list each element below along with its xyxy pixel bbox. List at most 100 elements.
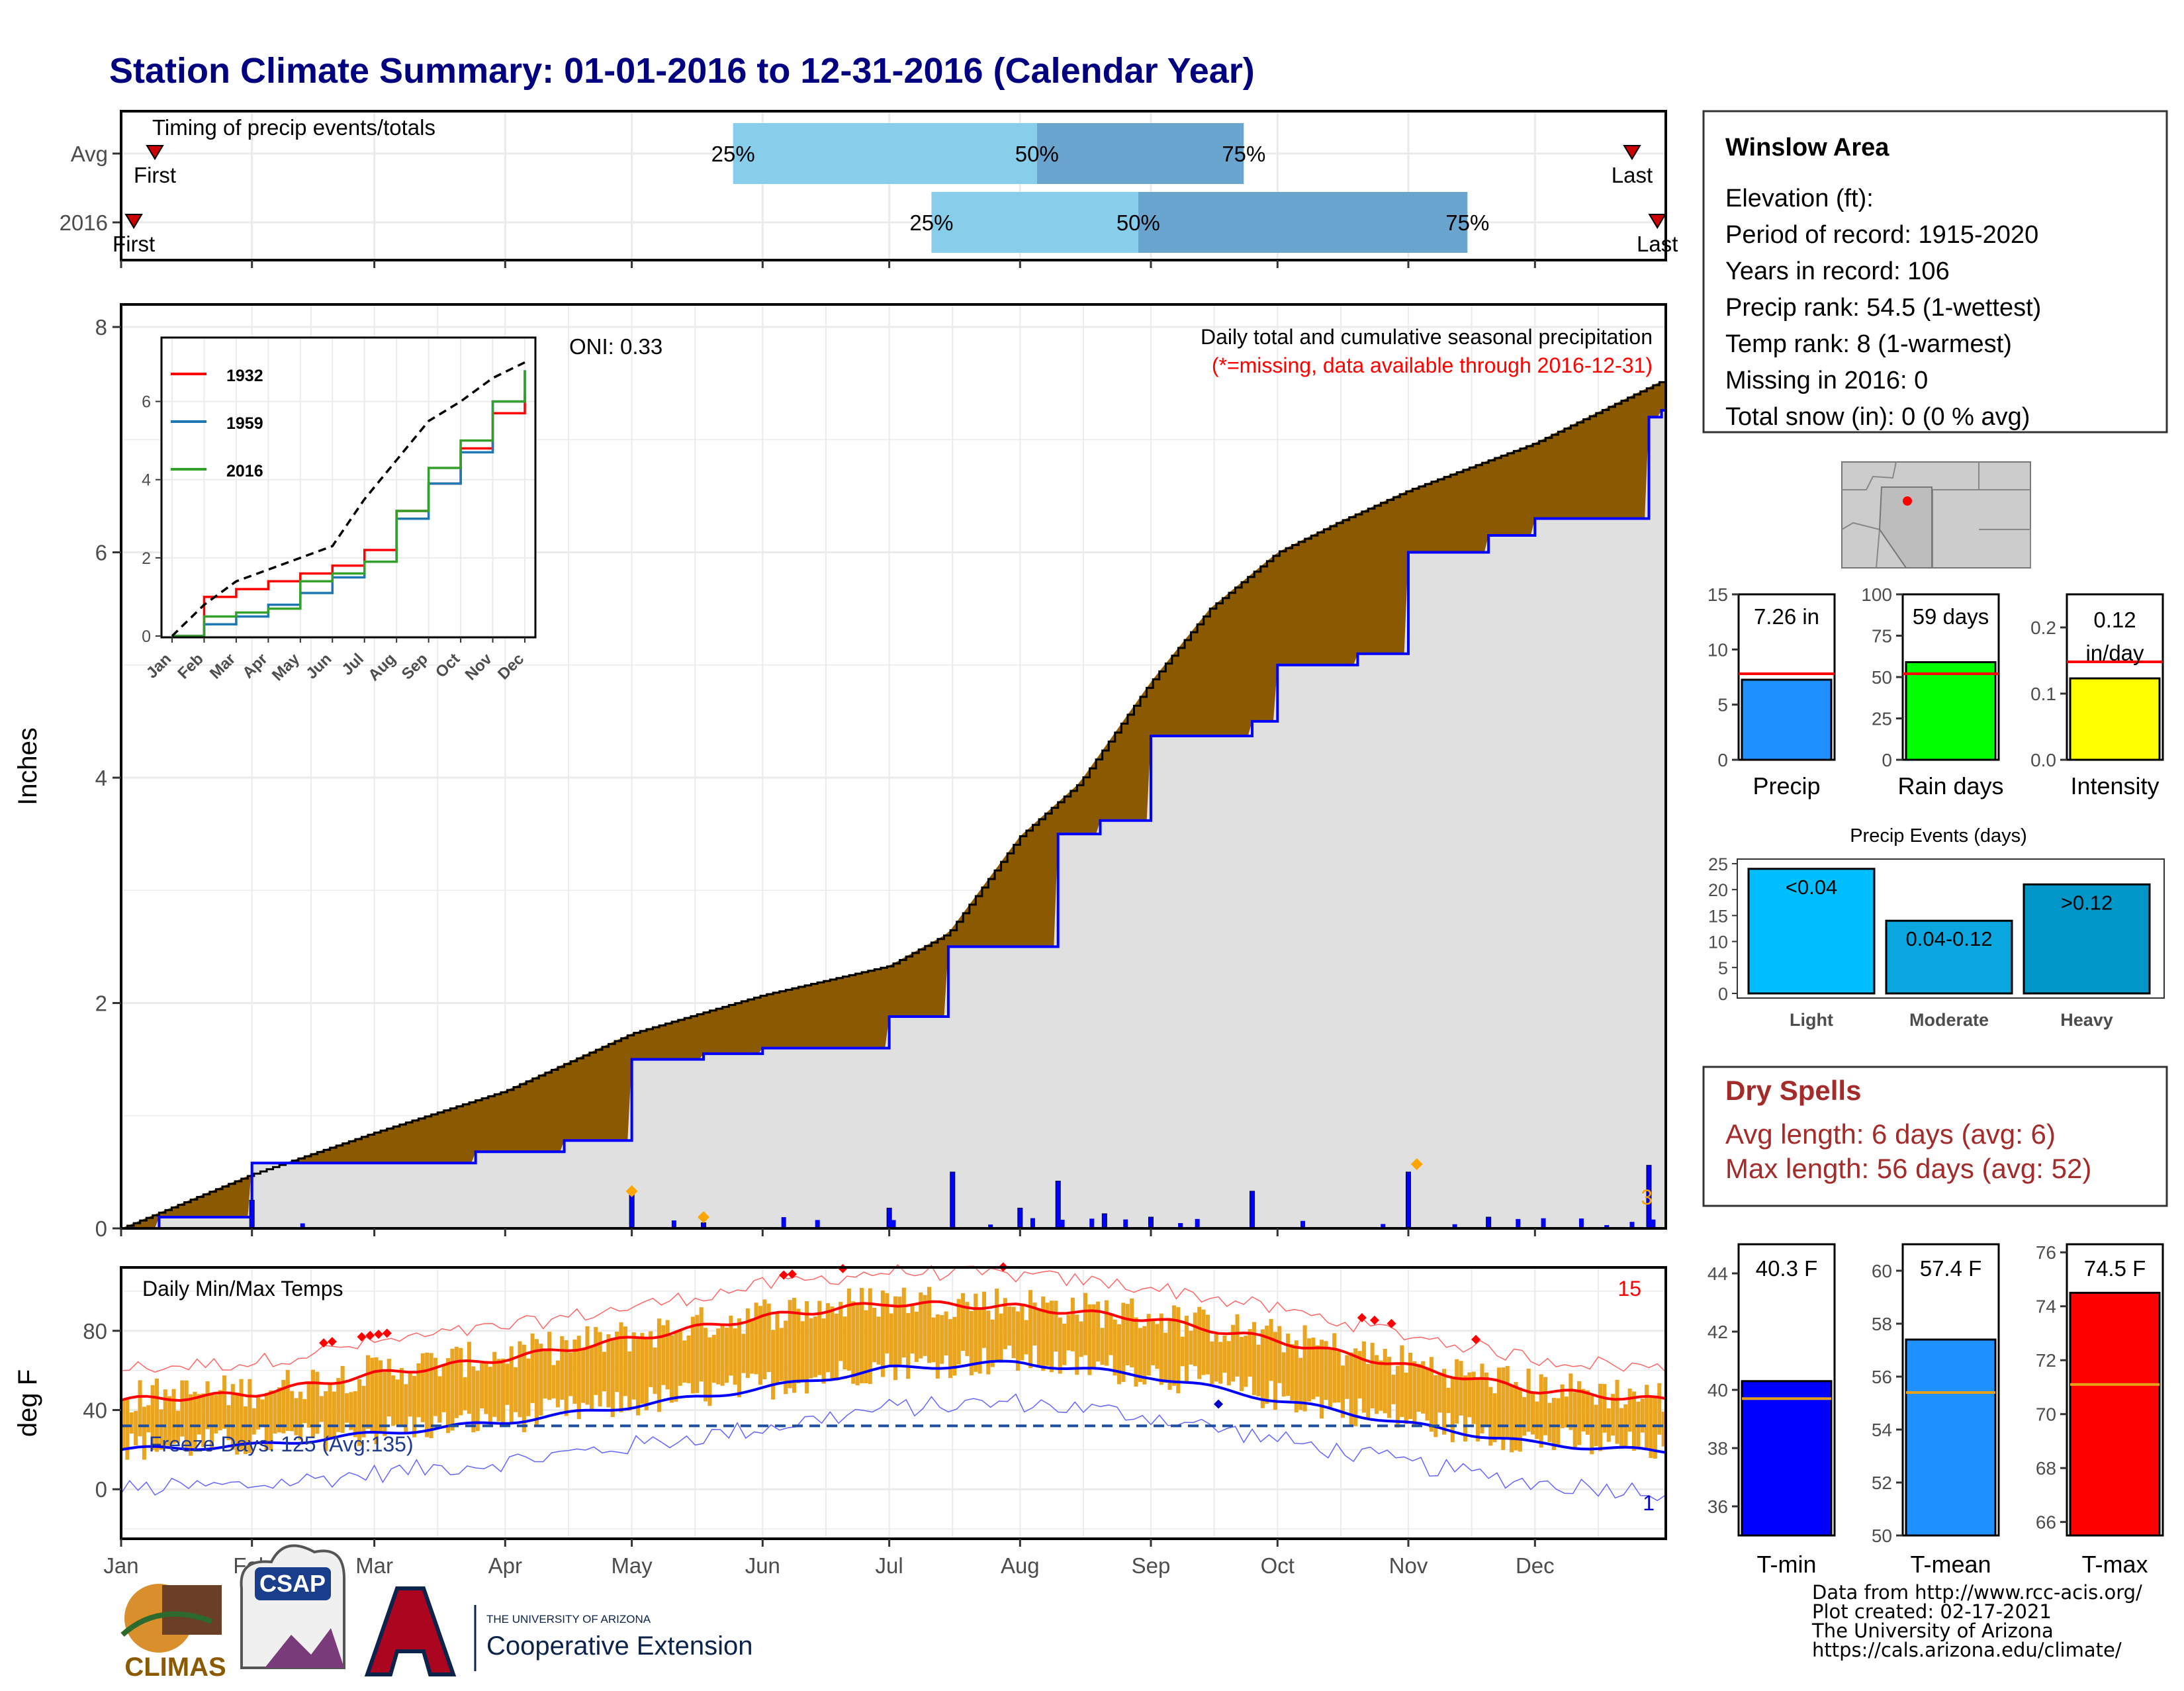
daily-temp-bar <box>379 1360 383 1432</box>
precip-y-tick-label: 6 <box>95 541 107 565</box>
daily-temp-bar <box>716 1328 721 1385</box>
daily-temp-bar <box>981 1291 986 1348</box>
daily-temp-bar <box>459 1348 463 1416</box>
dry-spells-max: Max length: 56 days (avg: 52) <box>1725 1153 2091 1184</box>
daily-temp-bar <box>906 1312 911 1379</box>
daily-temp-bar <box>1391 1375 1396 1404</box>
daily-temp-bar <box>370 1357 375 1434</box>
precip-avg-line <box>121 381 1667 1230</box>
record-low-count: 1 <box>1643 1491 1655 1515</box>
daily-temp-bar <box>1556 1398 1561 1447</box>
timing-last-label: Last <box>1612 163 1653 187</box>
station-info-line: Elevation (ft): <box>1725 185 1874 212</box>
temp-stat-bar <box>2069 1291 2161 1537</box>
daily-temp-bar <box>1239 1337 1244 1391</box>
daily-temp-bar <box>551 1365 556 1398</box>
daily-temp-bar <box>1231 1324 1236 1382</box>
temp-bar-tick-label: 68 <box>2036 1458 2056 1479</box>
daily-temp-bar <box>1210 1341 1214 1385</box>
daily-temp-bar <box>649 1331 653 1387</box>
temp-y-tick-label: 0 <box>95 1477 107 1502</box>
daily-temp-bar <box>1049 1301 1054 1373</box>
daily-temp-bar <box>1476 1378 1480 1441</box>
daily-temp-bar <box>1450 1377 1455 1443</box>
daily-temp-bar <box>1463 1375 1467 1442</box>
daily-temp-bar <box>792 1297 797 1393</box>
inset-legend-label: 1932 <box>226 367 263 385</box>
daily-temp-bar <box>893 1296 898 1381</box>
daily-temp-bar <box>1661 1411 1666 1447</box>
daily-temp-bar <box>897 1297 902 1365</box>
daily-precip-trace-bar <box>1604 1225 1610 1228</box>
daily-temp-bar <box>357 1379 362 1446</box>
daily-temp-bar <box>1353 1348 1358 1427</box>
precip-record-marker <box>1410 1158 1423 1170</box>
daily-temp-bar <box>598 1332 602 1407</box>
dry-spells-avg: Avg length: 6 days (avg: 6) <box>1725 1119 2056 1150</box>
temp-record-high-marker <box>1387 1318 1396 1328</box>
daily-precip-trace-bar <box>1651 1219 1656 1228</box>
daily-temp-bar <box>901 1287 906 1358</box>
daily-temp-bar <box>1041 1297 1046 1371</box>
daily-temp-bar <box>661 1325 666 1385</box>
daily-temp-bar <box>750 1318 754 1374</box>
daily-temp-bar <box>1294 1340 1298 1412</box>
daily-temp-bar <box>555 1360 560 1408</box>
stat-bar-tick-label: 0.2 <box>2030 617 2056 638</box>
data-credits: Data from http://www.rcc-acis.org/ Plot … <box>1812 1583 2169 1660</box>
daily-precip-trace-bar <box>300 1223 305 1228</box>
daily-temp-bar <box>1201 1309 1206 1375</box>
daily-temp-bar <box>425 1352 430 1438</box>
daily-temp-bar <box>885 1293 889 1353</box>
precip-y-axis-label: Inches <box>13 727 42 805</box>
daily-temp-bar <box>251 1408 256 1435</box>
stat-bar-tick-label: 0.0 <box>2030 750 2056 770</box>
daily-temp-bar <box>163 1389 167 1446</box>
daily-temp-bar <box>1514 1382 1518 1451</box>
temp-avg-max-line <box>120 1300 1666 1402</box>
station-info-line: Period of record: 1915-2020 <box>1725 221 2038 249</box>
daily-temp-bar <box>450 1348 455 1431</box>
daily-temp-bar <box>1379 1360 1383 1411</box>
temp-stat-name: T-min <box>1757 1551 1817 1578</box>
daily-temp-bar <box>1151 1321 1156 1365</box>
daily-temp-bar <box>454 1346 459 1418</box>
daily-temp-bar <box>171 1389 176 1444</box>
stat-bar-tick-label: 75 <box>1872 626 1892 647</box>
daily-temp-bar <box>766 1303 771 1373</box>
precip-event-tick-label: 5 <box>1718 958 1728 978</box>
daily-temp-bar <box>205 1381 210 1430</box>
daily-temp-bar <box>1032 1302 1037 1346</box>
daily-temp-bar <box>754 1303 758 1375</box>
daily-temp-bar <box>839 1301 843 1361</box>
temp-record-high-marker <box>374 1329 383 1339</box>
timing-first-marker <box>124 214 143 229</box>
daily-temp-bar <box>1547 1402 1552 1442</box>
temp-record-high-marker <box>787 1269 797 1279</box>
daily-temp-bar <box>771 1330 776 1400</box>
daily-temp-bar <box>437 1376 442 1423</box>
freeze-days-label: Freeze Days: 125 (Avg:135) <box>149 1432 414 1456</box>
daily-temp-bar <box>872 1307 877 1363</box>
daily-temp-bar <box>488 1367 492 1428</box>
daily-temp-bar <box>1007 1306 1012 1346</box>
daily-temp-bar <box>209 1393 214 1447</box>
daily-temp-bar <box>1003 1298 1007 1349</box>
temp-x-tick-label: Oct <box>1261 1553 1295 1578</box>
stat-bar <box>1741 678 1833 761</box>
daily-temp-bar <box>1252 1322 1257 1395</box>
daily-temp-bar <box>834 1313 839 1381</box>
stat-bar-name: Precip <box>1752 772 1820 800</box>
daily-temp-bar <box>328 1383 332 1439</box>
temp-x-tick-label: Mar <box>355 1553 393 1578</box>
daily-precip-trace-bar <box>781 1217 786 1228</box>
daily-temp-bar <box>1619 1408 1623 1449</box>
precip-event-category: Heavy <box>2060 1010 2113 1030</box>
daily-temp-bar <box>737 1318 742 1398</box>
daily-temp-bar <box>475 1371 480 1432</box>
timing-last-marker <box>1623 145 1641 160</box>
station-info-box <box>1702 110 2168 434</box>
daily-temp-bar <box>560 1336 565 1400</box>
daily-temp-bar <box>775 1312 780 1384</box>
daily-temp-bar <box>138 1380 142 1437</box>
